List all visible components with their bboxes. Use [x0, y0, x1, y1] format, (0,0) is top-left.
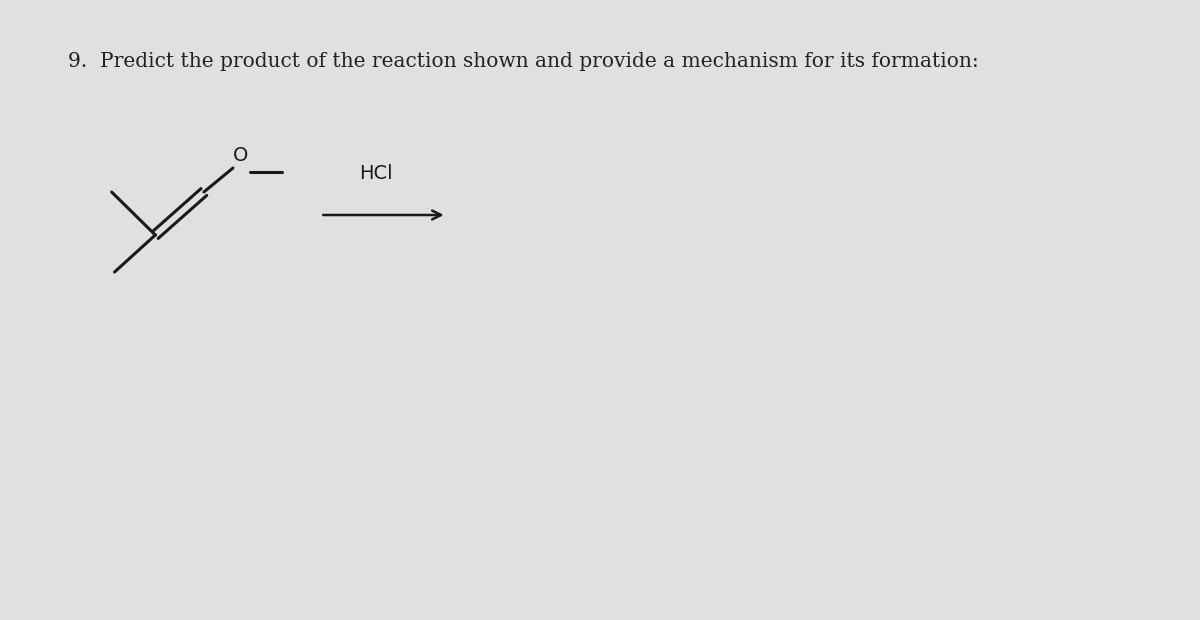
- Text: O: O: [233, 146, 248, 165]
- Text: 9.  Predict the product of the reaction shown and provide a mechanism for its fo: 9. Predict the product of the reaction s…: [68, 52, 979, 71]
- Text: HCl: HCl: [359, 164, 392, 183]
